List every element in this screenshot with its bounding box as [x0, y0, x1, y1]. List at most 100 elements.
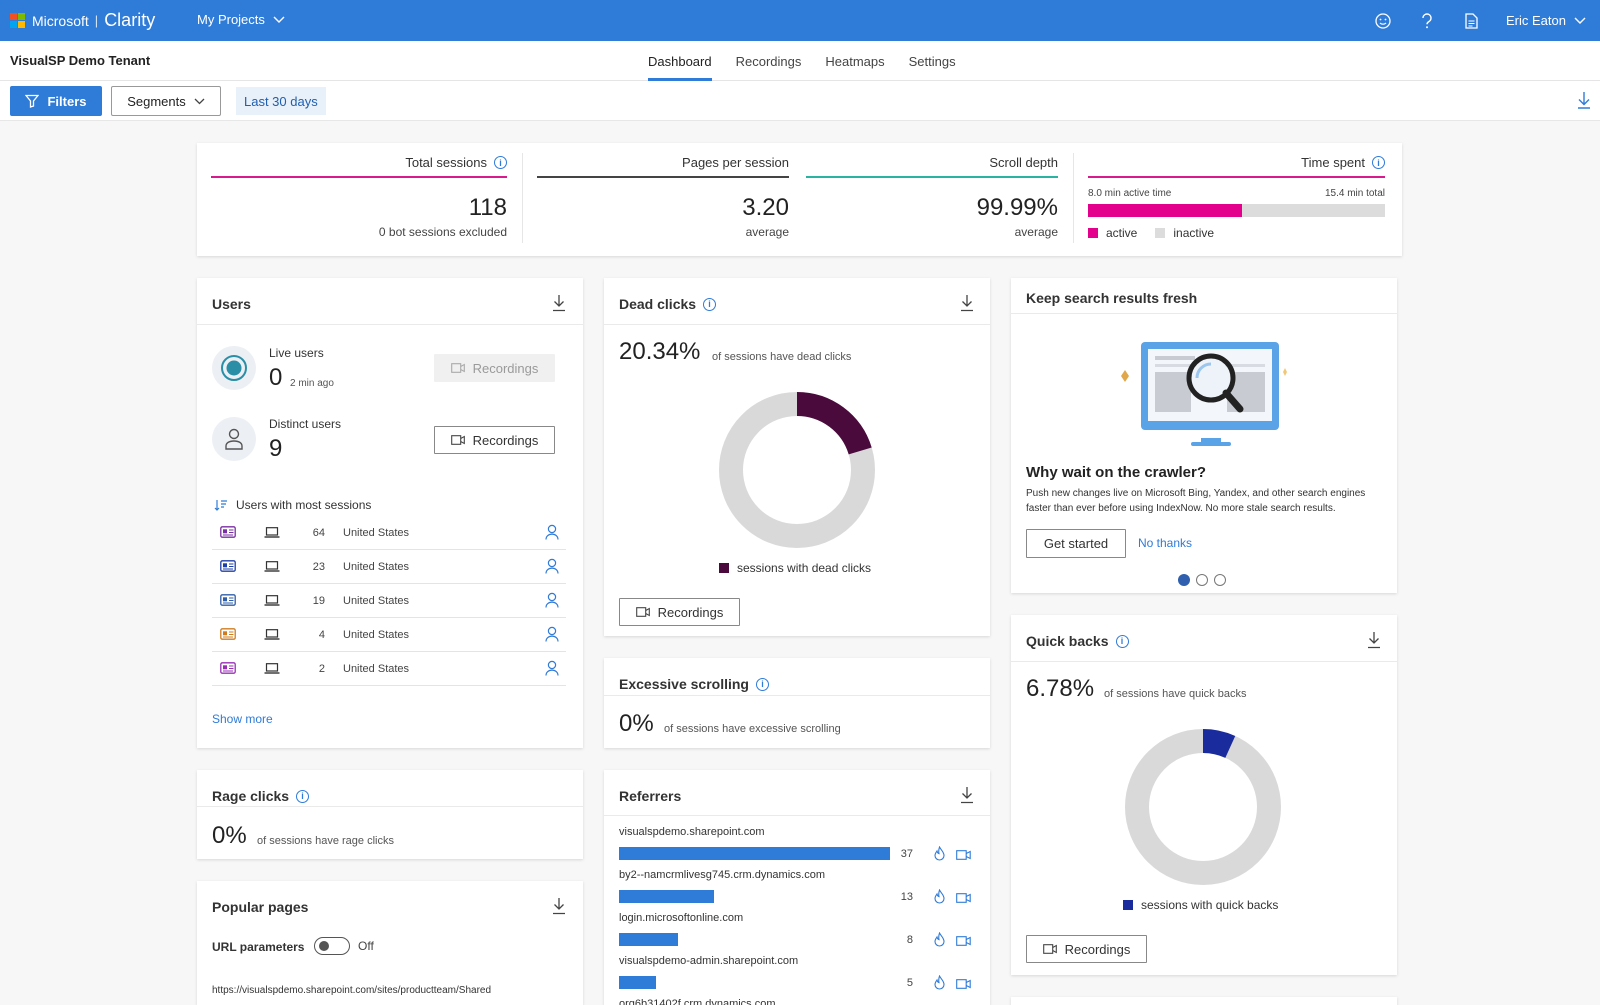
- quick-backs-donut-chart: [1125, 729, 1281, 885]
- legend-swatch: [1123, 900, 1133, 910]
- user-profile-icon[interactable]: [545, 524, 559, 543]
- segments-dropdown[interactable]: Segments: [111, 86, 221, 116]
- table-row[interactable]: 64 United States: [212, 516, 566, 550]
- download-icon[interactable]: [1367, 631, 1381, 649]
- heatmap-flame-icon[interactable]: [934, 845, 945, 864]
- referrer-name: org6b31402f.crm.dynamics.com: [619, 998, 776, 1005]
- my-projects-menu[interactable]: My Projects: [197, 12, 285, 27]
- table-row[interactable]: 23 United States: [212, 550, 566, 584]
- users-most-sessions-header[interactable]: Users with most sessions: [214, 498, 371, 512]
- info-icon[interactable]: i: [494, 156, 507, 169]
- download-icon[interactable]: [552, 897, 566, 915]
- promo-card: Keep search results fresh Why wait on th…: [1011, 278, 1397, 593]
- user-badge-icon: [220, 526, 236, 541]
- filters-label: Filters: [47, 93, 87, 109]
- user-country: United States: [343, 595, 410, 607]
- tab-recordings[interactable]: Recordings: [735, 54, 802, 69]
- user-profile-icon[interactable]: [545, 592, 559, 611]
- user-badge-icon: [220, 560, 236, 575]
- video-camera-icon[interactable]: [956, 891, 971, 906]
- url-parameters-toggle[interactable]: [314, 937, 350, 955]
- heatmap-flame-icon[interactable]: [934, 974, 945, 993]
- next-card-edge: [1011, 997, 1397, 1005]
- microsoft-logo-icon: [10, 13, 25, 28]
- tenant-name: VisualSP Demo Tenant: [10, 53, 151, 68]
- excessive-scrolling-value: 0%: [619, 710, 654, 737]
- table-row[interactable]: 19 United States: [212, 584, 566, 618]
- metric-divider: [1073, 153, 1074, 243]
- user-menu[interactable]: Eric Eaton: [1506, 13, 1586, 28]
- top-bar: Microsoft | Clarity My Projects Eric Eat…: [0, 0, 1600, 41]
- user-badge-icon: [220, 628, 236, 643]
- info-icon[interactable]: i: [1115, 634, 1129, 648]
- filters-button[interactable]: Filters: [10, 86, 102, 116]
- carousel-dot-active[interactable]: [1178, 574, 1190, 586]
- filter-icon: [25, 94, 40, 108]
- user-country: United States: [343, 561, 410, 573]
- user-profile-icon[interactable]: [545, 660, 559, 679]
- quick-backs-note: of sessions have quick backs: [1104, 688, 1247, 700]
- heatmap-flame-icon[interactable]: [934, 888, 945, 907]
- download-icon[interactable]: [960, 294, 974, 312]
- info-icon[interactable]: i: [296, 789, 310, 803]
- tab-settings[interactable]: Settings: [908, 54, 956, 69]
- info-icon[interactable]: i: [1372, 156, 1385, 169]
- download-icon[interactable]: [552, 294, 566, 312]
- live-users-recordings-button[interactable]: Recordings: [434, 354, 555, 382]
- dead-clicks-donut-chart: [719, 392, 875, 548]
- no-thanks-link[interactable]: No thanks: [1138, 536, 1193, 550]
- smiley-icon[interactable]: [1374, 12, 1392, 30]
- referrer-name: visualspdemo-admin.sharepoint.com: [619, 955, 799, 967]
- chevron-down-icon: [194, 98, 205, 104]
- info-icon[interactable]: i: [755, 677, 769, 691]
- download-icon[interactable]: [960, 786, 974, 804]
- video-camera-icon[interactable]: [956, 977, 971, 992]
- dead-clicks-recordings-button[interactable]: Recordings: [619, 598, 740, 626]
- user-profile-icon[interactable]: [545, 626, 559, 645]
- referrer-item: visualspdemo-admin.sharepoint.com 5: [619, 955, 974, 995]
- rage-clicks-title: Rage clicks: [212, 788, 290, 804]
- help-icon[interactable]: [1418, 12, 1436, 30]
- laptop-icon: [264, 527, 280, 541]
- table-row[interactable]: 4 United States: [212, 618, 566, 652]
- excessive-scrolling-title: Excessive scrolling: [619, 676, 749, 692]
- time-spent-legend: active inactive: [1088, 226, 1214, 240]
- carousel-dot[interactable]: [1196, 574, 1208, 586]
- legend-swatch: [719, 563, 729, 573]
- legend-inactive-label: inactive: [1173, 226, 1215, 240]
- get-started-button[interactable]: Get started: [1026, 529, 1126, 558]
- search-monitor-illustration: [1121, 342, 1287, 446]
- pages-per-session-value: 3.20: [742, 194, 789, 221]
- carousel-dot[interactable]: [1214, 574, 1226, 586]
- document-icon[interactable]: [1462, 12, 1480, 30]
- heatmap-flame-icon[interactable]: [934, 931, 945, 950]
- url-parameters-label: URL parameters: [212, 940, 305, 954]
- session-count: 64: [312, 527, 325, 539]
- video-camera-icon: [1042, 944, 1057, 954]
- video-camera-icon[interactable]: [956, 848, 971, 863]
- popular-page-url[interactable]: https://visualspdemo.sharepoint.com/site…: [212, 985, 492, 996]
- quick-backs-recordings-button[interactable]: Recordings: [1026, 935, 1147, 963]
- tab-dashboard[interactable]: Dashboard: [648, 41, 712, 81]
- pages-per-session-sub: average: [745, 225, 789, 239]
- session-count: 23: [312, 561, 325, 573]
- video-camera-icon[interactable]: [956, 934, 971, 949]
- brand-product[interactable]: Clarity: [104, 10, 156, 30]
- distinct-users-recordings-button[interactable]: Recordings: [434, 426, 555, 454]
- referrer-bar: [619, 890, 714, 903]
- card-divider: [197, 806, 583, 807]
- download-icon[interactable]: [1576, 90, 1592, 110]
- metric-time-spent: Time spent i 8.0 min active time 15.4 mi…: [1088, 143, 1385, 256]
- info-icon[interactable]: i: [703, 297, 717, 311]
- referrer-item: visualspdemo.sharepoint.com 37: [619, 826, 974, 866]
- dead-clicks-legend: sessions with dead clicks: [719, 561, 871, 575]
- date-range-button[interactable]: Last 30 days: [236, 87, 326, 115]
- excessive-scrolling-card: Excessive scrolling i 0% of sessions hav…: [604, 658, 990, 748]
- quick-backs-segment: [1202, 729, 1236, 759]
- video-camera-icon: [450, 435, 465, 445]
- tab-heatmaps[interactable]: Heatmaps: [825, 54, 885, 69]
- table-row[interactable]: 2 United States: [212, 652, 566, 686]
- card-divider: [604, 815, 990, 816]
- user-profile-icon[interactable]: [545, 558, 559, 577]
- show-more-link[interactable]: Show more: [212, 712, 273, 726]
